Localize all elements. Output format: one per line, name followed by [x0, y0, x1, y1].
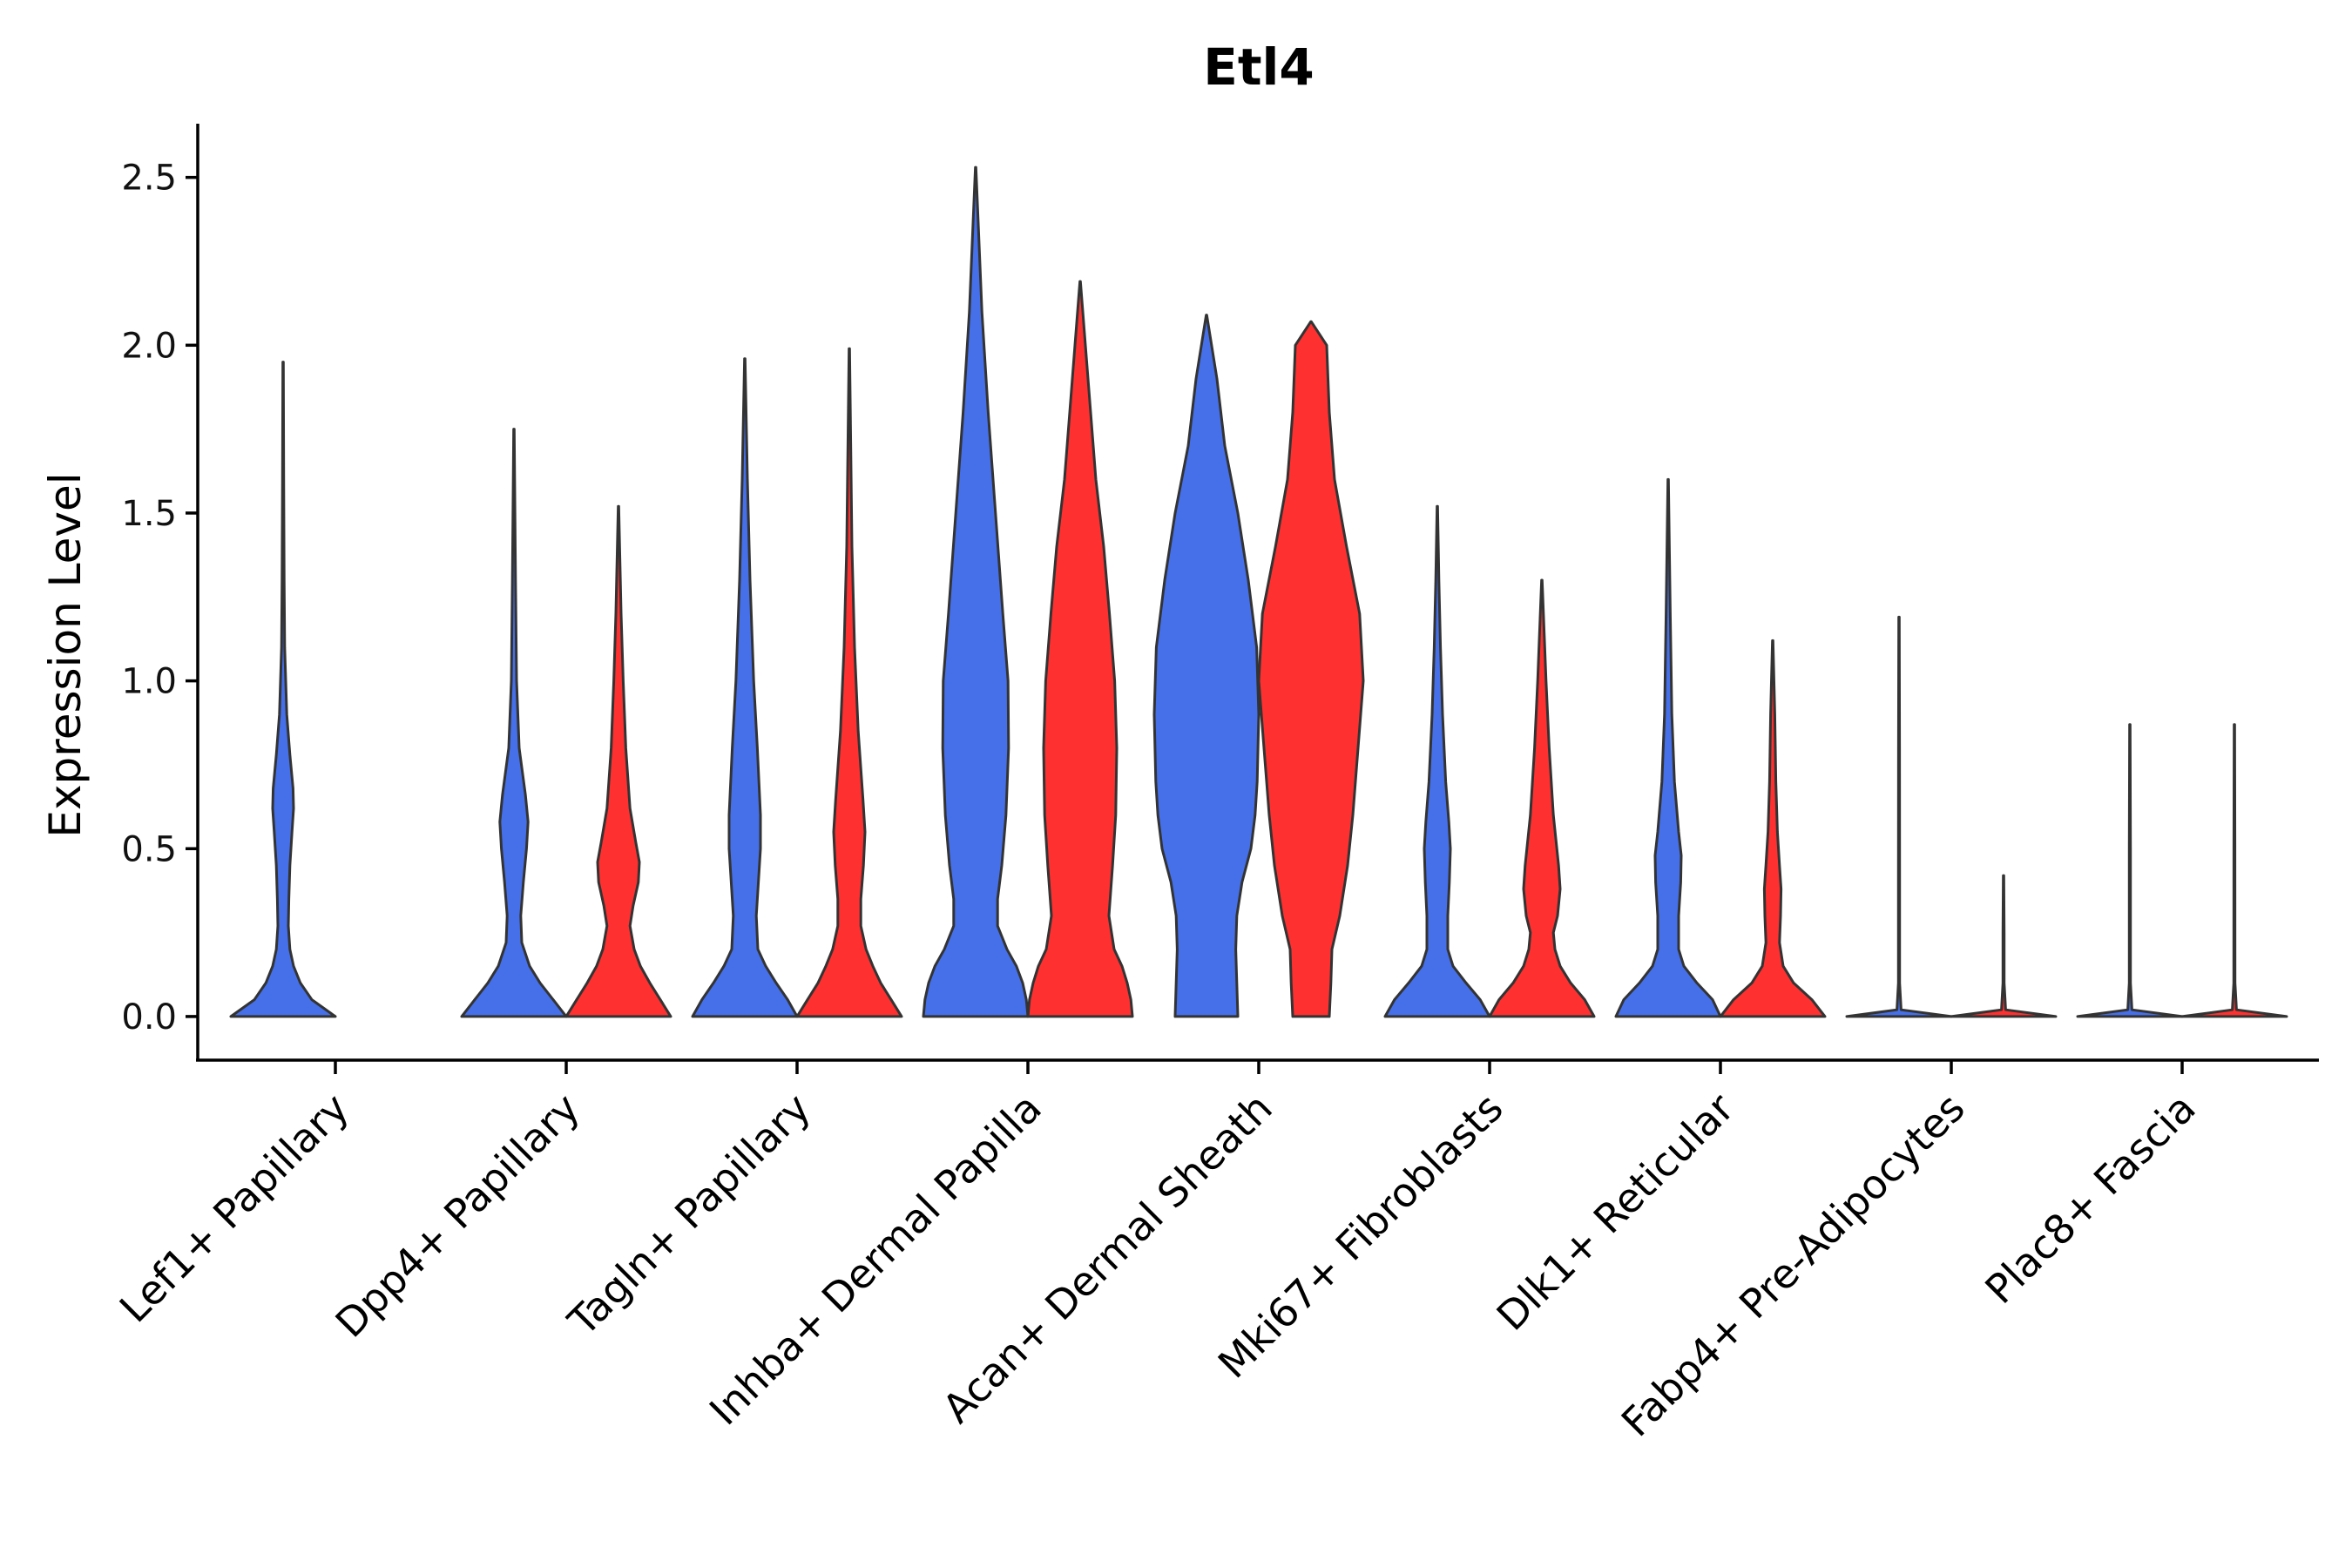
y-ticks: 0.0 0.5 1.0 1.5 2.0 2.5 [121, 159, 198, 1037]
y-tick-label: 0.5 [121, 829, 177, 869]
violin-b [1719, 639, 1827, 1018]
y-tick-label: 2.0 [121, 326, 177, 366]
y-axis-label: Expression Level [40, 472, 91, 837]
violin-a [1614, 477, 1722, 1018]
violin-b [2180, 723, 2288, 1018]
violin-layer [229, 166, 2288, 1018]
chart-title: Etl4 [1203, 37, 1315, 97]
x-tick-label: Plac8+ Fascia [1976, 1085, 2204, 1313]
x-tick-label: Tagln+ Papillary [558, 1085, 820, 1346]
x-tick-label: Dpp4+ Papillary [327, 1085, 589, 1347]
violin-a [2076, 723, 2184, 1018]
violin-a [1152, 314, 1260, 1018]
violin-b [795, 347, 903, 1018]
y-tick-label: 0.0 [121, 997, 177, 1037]
violin-a [460, 428, 568, 1018]
violin-a [229, 361, 337, 1018]
violin-a [922, 166, 1030, 1018]
violin-b [1488, 578, 1596, 1018]
violin-a [1845, 615, 1953, 1018]
y-tick-label: 2.5 [121, 159, 177, 199]
violin-b [1026, 280, 1134, 1018]
violin-b [564, 504, 672, 1018]
violin-a [691, 357, 799, 1018]
violin-b [1950, 874, 2058, 1018]
x-tick-label: Dlk1+ Reticular [1488, 1085, 1743, 1340]
violin-b [1257, 320, 1365, 1018]
y-tick-label: 1.5 [121, 494, 177, 534]
x-tick-label: Lef1+ Papillary [111, 1085, 358, 1332]
y-tick-label: 1.0 [121, 662, 177, 702]
violin-a [1383, 504, 1491, 1018]
